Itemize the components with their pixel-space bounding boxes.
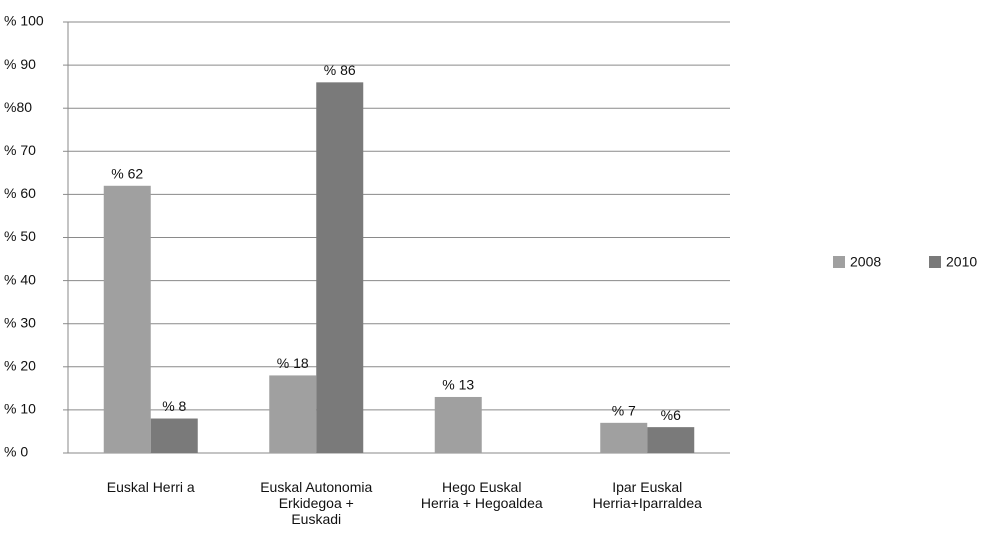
legend-label: 2008: [850, 254, 881, 270]
value-label: %6: [661, 407, 681, 423]
y-tick-label: % 60: [4, 185, 36, 201]
x-tick-label: Ipar Euskal Herria+Iparraldea: [593, 479, 703, 511]
x-tick-label: Euskal Autonomia Erkidegoa + Euskadi: [260, 479, 372, 527]
bar: [269, 375, 317, 453]
legend-swatch: [833, 256, 845, 268]
y-tick-label: % 0: [4, 444, 28, 460]
x-tick-label: Euskal Herri a: [107, 479, 195, 495]
bar: [600, 422, 648, 453]
bar: [434, 396, 482, 453]
y-tick-label: % 20: [4, 358, 36, 374]
bar: [103, 185, 151, 453]
y-tick-label: % 90: [4, 56, 36, 72]
bar: [316, 82, 364, 453]
value-label: % 86: [324, 62, 356, 78]
value-label: % 13: [442, 377, 474, 393]
y-tick-label: % 70: [4, 142, 36, 158]
value-label: % 7: [612, 403, 636, 419]
legend-label: 2010: [946, 254, 977, 270]
y-tick-label: %80: [4, 99, 32, 115]
bar: [647, 427, 695, 453]
y-tick-label: % 10: [4, 401, 36, 417]
value-label: % 8: [162, 398, 186, 414]
bar: [150, 418, 198, 453]
y-tick-label: % 30: [4, 314, 36, 330]
y-tick-label: % 50: [4, 228, 36, 244]
legend-swatch: [929, 256, 941, 268]
y-tick-label: % 100: [4, 13, 44, 29]
value-label: % 18: [277, 355, 309, 371]
value-label: % 62: [111, 165, 143, 181]
x-tick-label: Hego Euskal Herria + Hegoaldea: [421, 479, 543, 511]
y-tick-label: % 40: [4, 271, 36, 287]
